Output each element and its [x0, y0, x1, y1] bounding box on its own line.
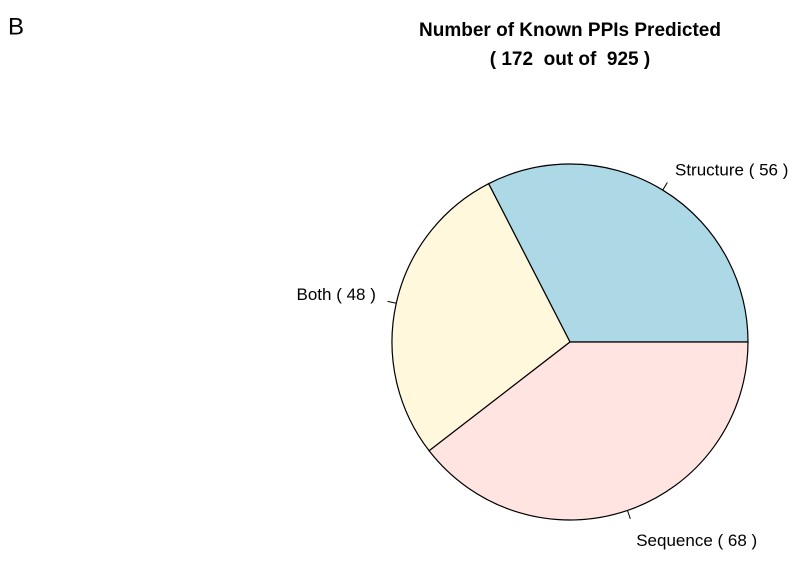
pie-slice — [391, 182, 571, 452]
slice-label: Structure ( 56 ) — [675, 160, 788, 179]
label-leader — [662, 182, 668, 191]
slice-label: Sequence ( 68 ) — [636, 531, 757, 550]
pie-slice — [428, 341, 749, 521]
chart-title: Number of Known PPIs Predicted — [419, 20, 721, 41]
chart-subtitle: ( 172 out of 925 ) — [490, 49, 650, 70]
panel-label: B — [8, 13, 24, 40]
label-leader — [626, 510, 631, 520]
slice-label: Both ( 48 ) — [297, 285, 376, 304]
pie-slice — [487, 163, 749, 343]
label-leader — [387, 300, 397, 304]
